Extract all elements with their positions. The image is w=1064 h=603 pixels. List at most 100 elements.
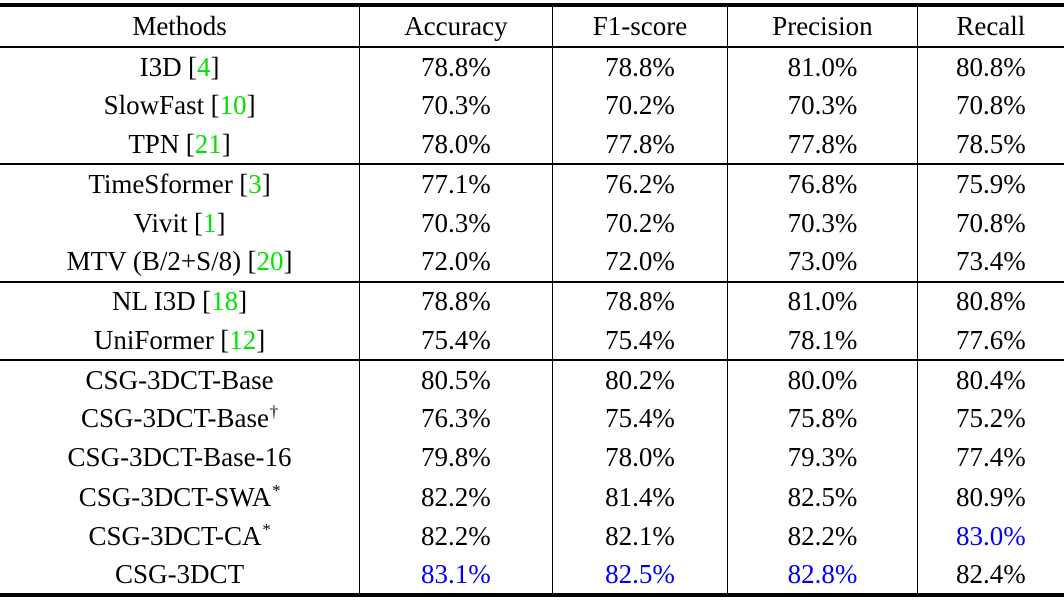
value-cell: 79.3%: [727, 438, 918, 478]
citation-number[interactable]: 12: [229, 324, 257, 355]
value-cell: 78.8%: [359, 281, 553, 321]
citation-number[interactable]: 4: [197, 51, 211, 82]
value-cell: 75.2%: [916, 399, 1064, 439]
method-cell: SlowFast [10]: [0, 86, 360, 125]
method-cell: CSG-3DCT-SWA*: [0, 478, 360, 517]
citation-bracket-open: [: [247, 246, 257, 277]
citation-number[interactable]: 1: [202, 207, 217, 238]
value-cell: 70.3%: [359, 203, 553, 243]
method-cell: Vivit [1]: [0, 204, 360, 243]
column-header-methods: Methods: [132, 11, 227, 41]
citation: [3]: [239, 169, 271, 199]
method-label: CSG-3DCT: [115, 558, 245, 589]
column-header-recall: Recall: [916, 5, 1064, 47]
table-row: NL I3D [18] 78.8% 78.8% 81.0% 80.8%: [0, 281, 1064, 321]
value-cell: 82.2%: [727, 516, 918, 556]
method-label: CSG-3DCT-Base: [80, 403, 269, 434]
citation-bracket-open: [: [220, 324, 230, 355]
method-label: MTV (B/2+S/8): [66, 246, 242, 277]
method-label: CSG-3DCT-SWA: [78, 481, 272, 512]
method-cell: CSG-3DCT: [0, 556, 360, 595]
value-cell: 72.0%: [359, 242, 553, 282]
column-header-precision: Precision: [727, 5, 918, 47]
method-label: CSG-3DCT-CA: [88, 520, 262, 551]
method-label: TimeSformer: [88, 168, 233, 199]
value-cell: 78.1%: [727, 320, 918, 361]
citation-bracket-open: [: [188, 51, 198, 82]
value-cell: 77.1%: [359, 164, 553, 204]
value-cell: 78.8%: [359, 47, 553, 87]
value-cell: 78.0%: [359, 125, 553, 165]
value-cell: 80.8%: [916, 281, 1064, 321]
citation-bracket-open: [: [185, 128, 195, 159]
method-label: UniFormer: [93, 324, 214, 355]
value-cell: 82.5%: [551, 555, 728, 595]
method-cell: MTV (B/2+S/8) [20]: [0, 243, 360, 282]
value-cell: 80.0%: [727, 360, 918, 400]
method-label: TPN: [128, 128, 180, 159]
table-row: SlowFast [10] 70.3% 70.2% 70.3% 70.8%: [0, 86, 1064, 126]
method-cell: I3D [4]: [0, 47, 360, 86]
citation-bracket-close: ]: [210, 51, 220, 82]
method-label: I3D: [139, 51, 182, 82]
citation-bracket-open: [: [193, 207, 203, 238]
method-label: NL I3D: [111, 286, 196, 317]
citation-number[interactable]: 21: [194, 128, 222, 159]
method-label: SlowFast: [103, 90, 205, 121]
method-cell: CSG-3DCT-Base†: [0, 399, 360, 438]
value-cell: 75.9%: [916, 164, 1064, 204]
results-table: Methods Accuracy F1-score Precision Reca…: [0, 3, 1064, 597]
value-cell: 78.5%: [916, 125, 1064, 165]
method-cell: CSG-3DCT-Base: [0, 360, 360, 399]
method-label: CSG-3DCT-Base: [85, 364, 274, 395]
table-row: CSG-3DCT-Base 80.5% 80.2% 80.0% 80.4%: [0, 360, 1064, 400]
value-cell: 77.8%: [551, 125, 728, 165]
table-row: Vivit [1] 70.3% 70.2% 70.3% 70.8%: [0, 203, 1064, 243]
value-cell: 77.6%: [916, 320, 1064, 361]
value-cell: 72.0%: [551, 242, 728, 282]
citation-bracket-close: ]: [216, 207, 226, 238]
value-cell: 70.3%: [359, 86, 553, 126]
citation: [12]: [220, 325, 265, 355]
value-cell: 76.3%: [359, 399, 553, 439]
citation-number[interactable]: 10: [219, 90, 247, 121]
value-cell: 82.1%: [551, 516, 728, 556]
citation: [21]: [186, 129, 231, 159]
table-body: I3D [4] 78.8% 78.8% 81.0% 80.8% SlowFast [10] 70…: [0, 47, 1064, 595]
citation-bracket-close: ]: [256, 324, 266, 355]
value-cell: 82.5%: [727, 477, 918, 517]
superscript-marker: †: [269, 402, 279, 422]
value-cell: 75.4%: [359, 320, 553, 361]
value-cell: 79.8%: [359, 438, 553, 478]
value-cell: 83.0%: [916, 516, 1064, 556]
table-row: CSG-3DCT-Base† 76.3% 75.4% 75.8% 75.2%: [0, 399, 1064, 439]
method-cell: CSG-3DCT-Base-16: [0, 438, 360, 477]
citation-bracket-open: [: [202, 286, 212, 317]
citation-bracket-close: ]: [238, 286, 248, 317]
value-cell: 81.4%: [551, 477, 728, 517]
method-cell: NL I3D [18]: [0, 282, 360, 321]
superscript-marker: *: [272, 480, 281, 500]
table-row: CSG-3DCT 83.1% 82.5% 82.8% 82.4%: [0, 555, 1064, 595]
citation: [4]: [188, 52, 220, 82]
value-cell: 82.2%: [359, 477, 553, 517]
value-cell: 78.0%: [551, 438, 728, 478]
citation-number[interactable]: 3: [248, 168, 262, 199]
table-row: I3D [4] 78.8% 78.8% 81.0% 80.8%: [0, 47, 1064, 87]
value-cell: 78.8%: [551, 47, 728, 87]
value-cell: 70.2%: [551, 86, 728, 126]
table-row: UniFormer [12] 75.4% 75.4% 78.1% 77.6%: [0, 320, 1064, 361]
citation-bracket-close: ]: [221, 128, 231, 159]
value-cell: 78.8%: [551, 281, 728, 321]
superscript-marker: *: [262, 519, 271, 539]
method-label: CSG-3DCT-Base-16: [67, 442, 292, 473]
citation-bracket-open: [: [210, 90, 220, 121]
method-cell: UniFormer [12]: [0, 321, 360, 360]
value-cell: 70.2%: [551, 203, 728, 243]
value-cell: 82.2%: [359, 516, 553, 556]
method-cell: CSG-3DCT-CA*: [0, 517, 360, 556]
citation-number[interactable]: 18: [211, 286, 239, 317]
table-row: TPN [21] 78.0% 77.8% 77.8% 78.5%: [0, 125, 1064, 165]
citation-number[interactable]: 20: [256, 246, 284, 277]
